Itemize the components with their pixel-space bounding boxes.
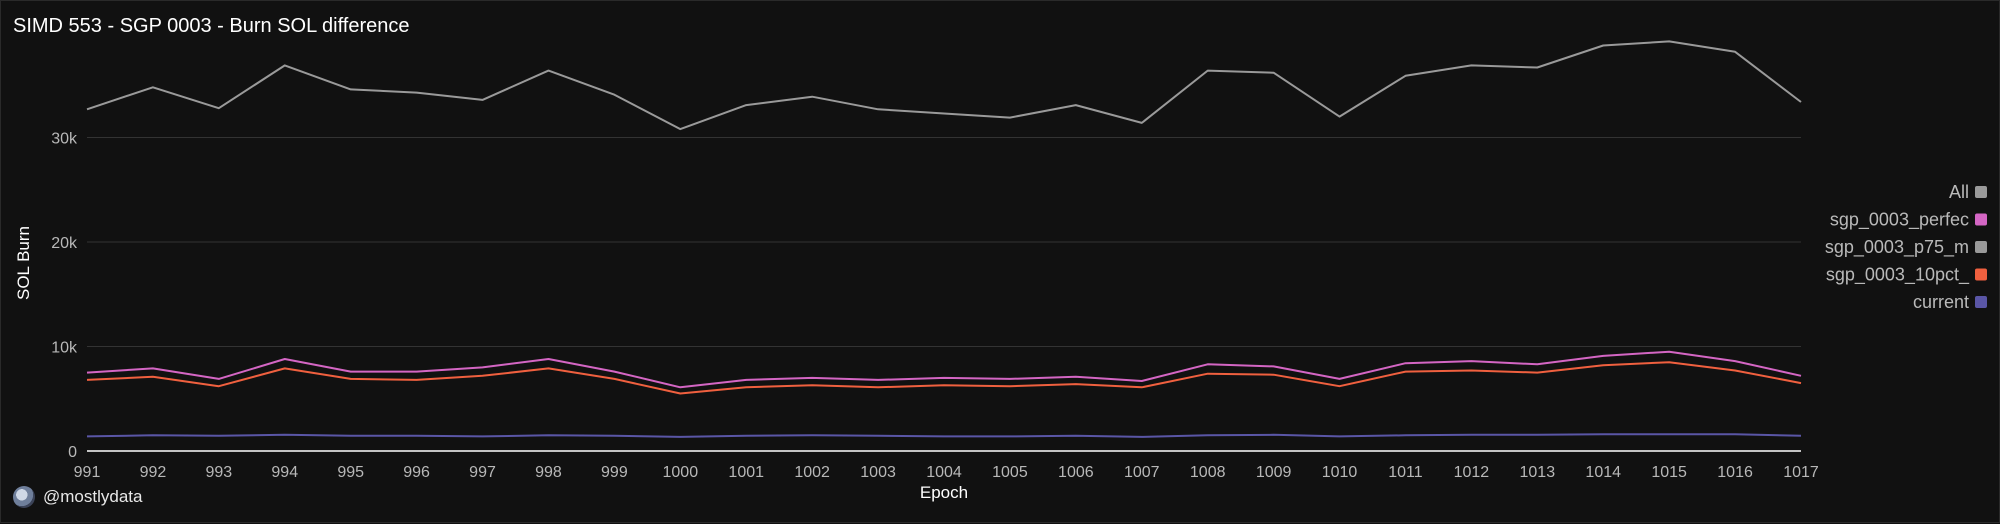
x-tick-label: 992 <box>140 464 167 481</box>
series-line-sgp-0003-10pct- <box>86 361 1802 395</box>
avatar <box>13 486 35 508</box>
series-line-sgp-0003-perfec <box>86 350 1802 389</box>
x-tick-label: 1004 <box>926 464 962 481</box>
series-line-all <box>86 40 1802 131</box>
x-tick-label: 1013 <box>1520 464 1556 481</box>
y-tick-label: 10k <box>51 340 78 357</box>
x-tick-label: 1002 <box>794 464 830 481</box>
x-tick-label: 1005 <box>992 464 1028 481</box>
x-tick-label: 1000 <box>663 464 699 481</box>
x-tick-label: 997 <box>469 464 496 481</box>
legend-swatch <box>1975 186 1987 198</box>
y-axis-label: SOL Burn <box>14 226 33 300</box>
x-tick-label: 1007 <box>1124 464 1160 481</box>
series-line-current <box>86 433 1802 438</box>
legend-label: sgp_0003_p75_m <box>1825 237 1969 258</box>
legend: All sgp_0003_perfec sgp_0003_p75_m sgp_0003… <box>1825 182 1987 312</box>
x-tick-label: 1010 <box>1322 464 1358 481</box>
x-tick-label: 994 <box>271 464 298 481</box>
x-tick-label: 1015 <box>1651 464 1687 481</box>
x-tick-label: 999 <box>601 464 628 481</box>
x-tick-label: 1001 <box>728 464 764 481</box>
x-tick-label: 993 <box>205 464 232 481</box>
legend-item[interactable]: sgp_0003_p75_m <box>1825 237 1987 258</box>
grid-lines <box>87 137 1801 452</box>
y-tick-label: 30k <box>51 131 78 148</box>
legend-swatch <box>1975 268 1987 281</box>
legend-swatch <box>1975 241 1987 253</box>
y-tick-label: 20k <box>51 235 78 252</box>
legend-label: All <box>1949 182 1969 202</box>
legend-swatch <box>1975 296 1987 308</box>
x-tick-labels: 991 992 993 994 995 996 997 998 999 1000 1001 1002 1… <box>74 464 1819 481</box>
chart-title: SIMD 553 - SGP 0003 - Burn SOL differenc… <box>13 15 410 37</box>
x-axis-label: Epoch <box>920 483 968 502</box>
x-tick-label: 1003 <box>860 464 896 481</box>
x-tick-label: 996 <box>403 464 430 481</box>
x-tick-label: 998 <box>535 464 562 481</box>
y-tick-labels: 0 10k 20k 30k <box>51 131 78 462</box>
y-tick-label: 0 <box>68 444 77 461</box>
x-tick-label: 1016 <box>1717 464 1753 481</box>
x-tick-label: 991 <box>74 464 101 481</box>
legend-label: sgp_0003_perfec <box>1830 210 1969 231</box>
legend-item[interactable]: sgp_0003_perfec <box>1830 210 1987 231</box>
x-tick-label: 1012 <box>1454 464 1490 481</box>
x-tick-label: 1014 <box>1585 464 1621 481</box>
legend-item[interactable]: current <box>1913 292 1987 312</box>
author-handle: @mostlydata <box>43 487 143 506</box>
legend-swatch <box>1975 213 1987 226</box>
series-lines <box>86 40 1802 438</box>
x-tick-label: 1009 <box>1256 464 1292 481</box>
x-tick-label: 1011 <box>1388 464 1423 481</box>
legend-label: sgp_0003_10pct_ <box>1826 265 1970 286</box>
x-tick-label: 1006 <box>1058 464 1094 481</box>
legend-label: current <box>1913 292 1969 312</box>
legend-item[interactable]: sgp_0003_10pct_ <box>1826 265 1987 286</box>
x-tick-label: 1008 <box>1190 464 1226 481</box>
x-tick-label: 995 <box>337 464 364 481</box>
x-tick-label: 1017 <box>1783 464 1819 481</box>
attribution: @mostlydata <box>13 486 142 508</box>
legend-item[interactable]: All <box>1949 182 1987 202</box>
